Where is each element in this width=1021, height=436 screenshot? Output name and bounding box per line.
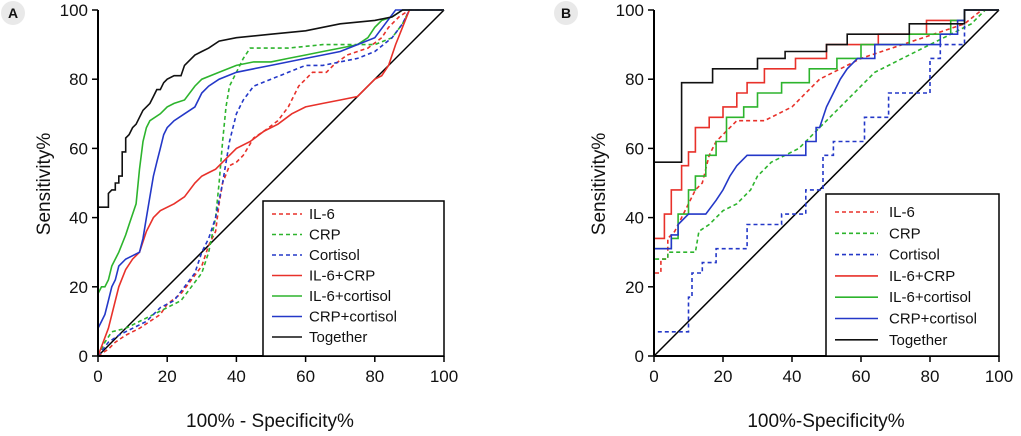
y-tick-label: 80 bbox=[69, 70, 88, 89]
y-tick-label: 0 bbox=[635, 347, 644, 366]
panel-b-badge bbox=[554, 1, 578, 25]
y-tick-label: 60 bbox=[625, 139, 644, 158]
legend-label: IL-6+CRP bbox=[889, 268, 955, 285]
legend-label: Cortisol bbox=[889, 247, 940, 264]
legend-label: CRP bbox=[889, 225, 921, 242]
series-line-il-6 bbox=[653, 9, 999, 356]
legend: IL-6 CRP Cortisol IL-6+CRP IL-6+cortisol CRP+… bbox=[262, 200, 445, 357]
y-tick-label: 100 bbox=[616, 1, 644, 20]
x-tick-label: 40 bbox=[227, 367, 246, 386]
legend-label: Together bbox=[889, 332, 947, 349]
y-tick-label: 80 bbox=[625, 70, 644, 89]
legend-label: IL-6+cortisol bbox=[309, 288, 391, 305]
legend: IL-6 CRP Cortisol IL-6+CRP IL-6+cortisol CRP+… bbox=[825, 193, 1000, 357]
y-tick-label: 0 bbox=[79, 347, 88, 366]
series-line-crp-cortisol bbox=[653, 9, 999, 356]
legend-label: CRP bbox=[309, 227, 341, 244]
series-line-il-6 bbox=[97, 9, 444, 357]
roc-plot-a: 0 20 40 60 80 100020406080100IL-6CRPCortisolI… bbox=[60, 1, 459, 386]
x-tick-label: 20 bbox=[714, 367, 733, 386]
legend-label: CRP+cortisol bbox=[889, 311, 977, 328]
panel-b-letter: B bbox=[561, 5, 571, 21]
series-line-together bbox=[653, 9, 999, 356]
y-tick-label: 20 bbox=[625, 278, 644, 297]
x-tick-label: 60 bbox=[296, 367, 315, 386]
x-tick-label: 20 bbox=[158, 367, 177, 386]
legend-box bbox=[825, 193, 1000, 357]
x-tick-label: 40 bbox=[783, 367, 802, 386]
y-tick-label: 20 bbox=[69, 278, 88, 297]
panel-a-letter: A bbox=[8, 5, 18, 21]
series-line-cortisol bbox=[653, 9, 999, 356]
x-tick-label: 100 bbox=[985, 367, 1013, 386]
panel-a: A 0 20 40 60 80 100 0 20 40 60 80 100 IL-6 CRP Cortiso… bbox=[1, 1, 458, 432]
series-line-together bbox=[97, 9, 444, 356]
legend-label: Cortisol bbox=[309, 247, 360, 264]
x-tick-label: 0 bbox=[649, 367, 658, 386]
y-axis-title-a: Sensitivity% bbox=[34, 133, 55, 236]
x-tick-label: 60 bbox=[852, 367, 871, 386]
legend-label: IL-6+CRP bbox=[309, 268, 375, 285]
legend-label: Together bbox=[309, 329, 367, 346]
x-tick-label: 0 bbox=[93, 367, 102, 386]
panel-b: B 0 20 40 60 80 100 0 20 40 60 80 100 IL-6 CRP Cortiso… bbox=[554, 1, 1013, 432]
series-line-cortisol bbox=[97, 9, 444, 357]
y-axis-title-b: Sensitivity% bbox=[589, 133, 610, 236]
legend-label: IL-6 bbox=[889, 204, 915, 221]
legend-label: IL-6 bbox=[309, 206, 335, 223]
y-tick-label: 40 bbox=[625, 209, 644, 228]
x-axis-title-b: 100%-Specificity% bbox=[747, 411, 904, 432]
panel-a-badge bbox=[1, 1, 25, 25]
x-tick-label: 80 bbox=[921, 367, 940, 386]
x-tick-label: 80 bbox=[365, 367, 384, 386]
series-line-crp-cortisol bbox=[97, 9, 444, 356]
roc-plot-b: 0 20 40 60 80 100020406080100IL-6CRPCortisolI… bbox=[616, 1, 1014, 386]
reference-diagonal bbox=[653, 9, 1000, 357]
legend-label: IL-6+cortisol bbox=[889, 289, 971, 306]
y-tick-label: 40 bbox=[69, 209, 88, 228]
y-tick-label: 100 bbox=[60, 1, 88, 20]
series-line-il-6-crp bbox=[653, 9, 999, 356]
legend-label: CRP+cortisol bbox=[309, 309, 397, 326]
x-tick-label: 100 bbox=[430, 367, 458, 386]
legend-box bbox=[262, 200, 445, 357]
x-axis-title-a: 100% - Specificity% bbox=[186, 411, 354, 432]
series-line-il-6-cortisol bbox=[653, 9, 999, 356]
y-tick-label: 60 bbox=[69, 139, 88, 158]
